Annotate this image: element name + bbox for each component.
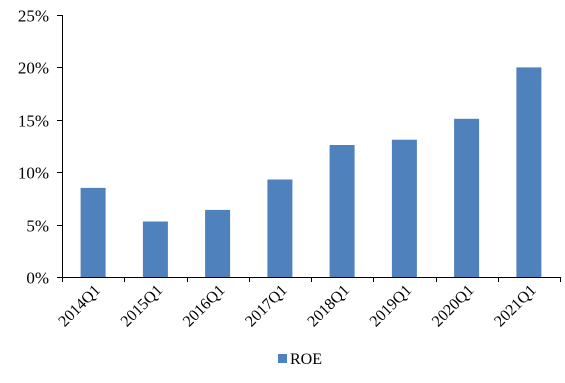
x-tick-label: 2019Q1 — [367, 282, 415, 330]
y-tick-label: 5% — [26, 217, 49, 236]
bar-2016q1 — [205, 209, 231, 277]
bar-2021q1 — [516, 67, 542, 278]
x-tick-label: 2017Q1 — [242, 282, 290, 330]
bar-2017q1 — [267, 179, 293, 277]
y-axis-ticks: 0% 5% 10% 15% 20% 25% — [18, 7, 62, 288]
legend: ROE — [278, 351, 322, 368]
y-tick-label: 20% — [18, 59, 49, 78]
y-tick-label: 0% — [26, 269, 49, 288]
bar-2015q1 — [142, 221, 168, 277]
bar-2020q1 — [454, 118, 480, 277]
bar-2014q1 — [80, 187, 106, 277]
x-tick-label: 2021Q1 — [491, 282, 539, 330]
x-tick-label: 2015Q1 — [118, 282, 166, 330]
legend-label-roe: ROE — [290, 351, 322, 368]
y-tick-label: 15% — [18, 112, 49, 131]
x-tick-label: 2016Q1 — [180, 282, 228, 330]
x-tick-label: 2020Q1 — [429, 282, 477, 330]
bar-2019q1 — [391, 139, 417, 277]
bars — [80, 67, 542, 278]
x-axis-ticks: 2014Q1 2015Q1 2016Q1 2017Q1 2018Q1 2019Q1 2020… — [55, 277, 561, 330]
legend-swatch-roe — [278, 354, 287, 363]
axes — [62, 15, 560, 278]
x-tick-label: 2018Q1 — [304, 282, 352, 330]
y-tick-label: 10% — [18, 164, 49, 183]
x-tick-label: 2014Q1 — [55, 282, 103, 330]
y-tick-label: 25% — [18, 7, 49, 26]
bar-2018q1 — [329, 145, 355, 277]
